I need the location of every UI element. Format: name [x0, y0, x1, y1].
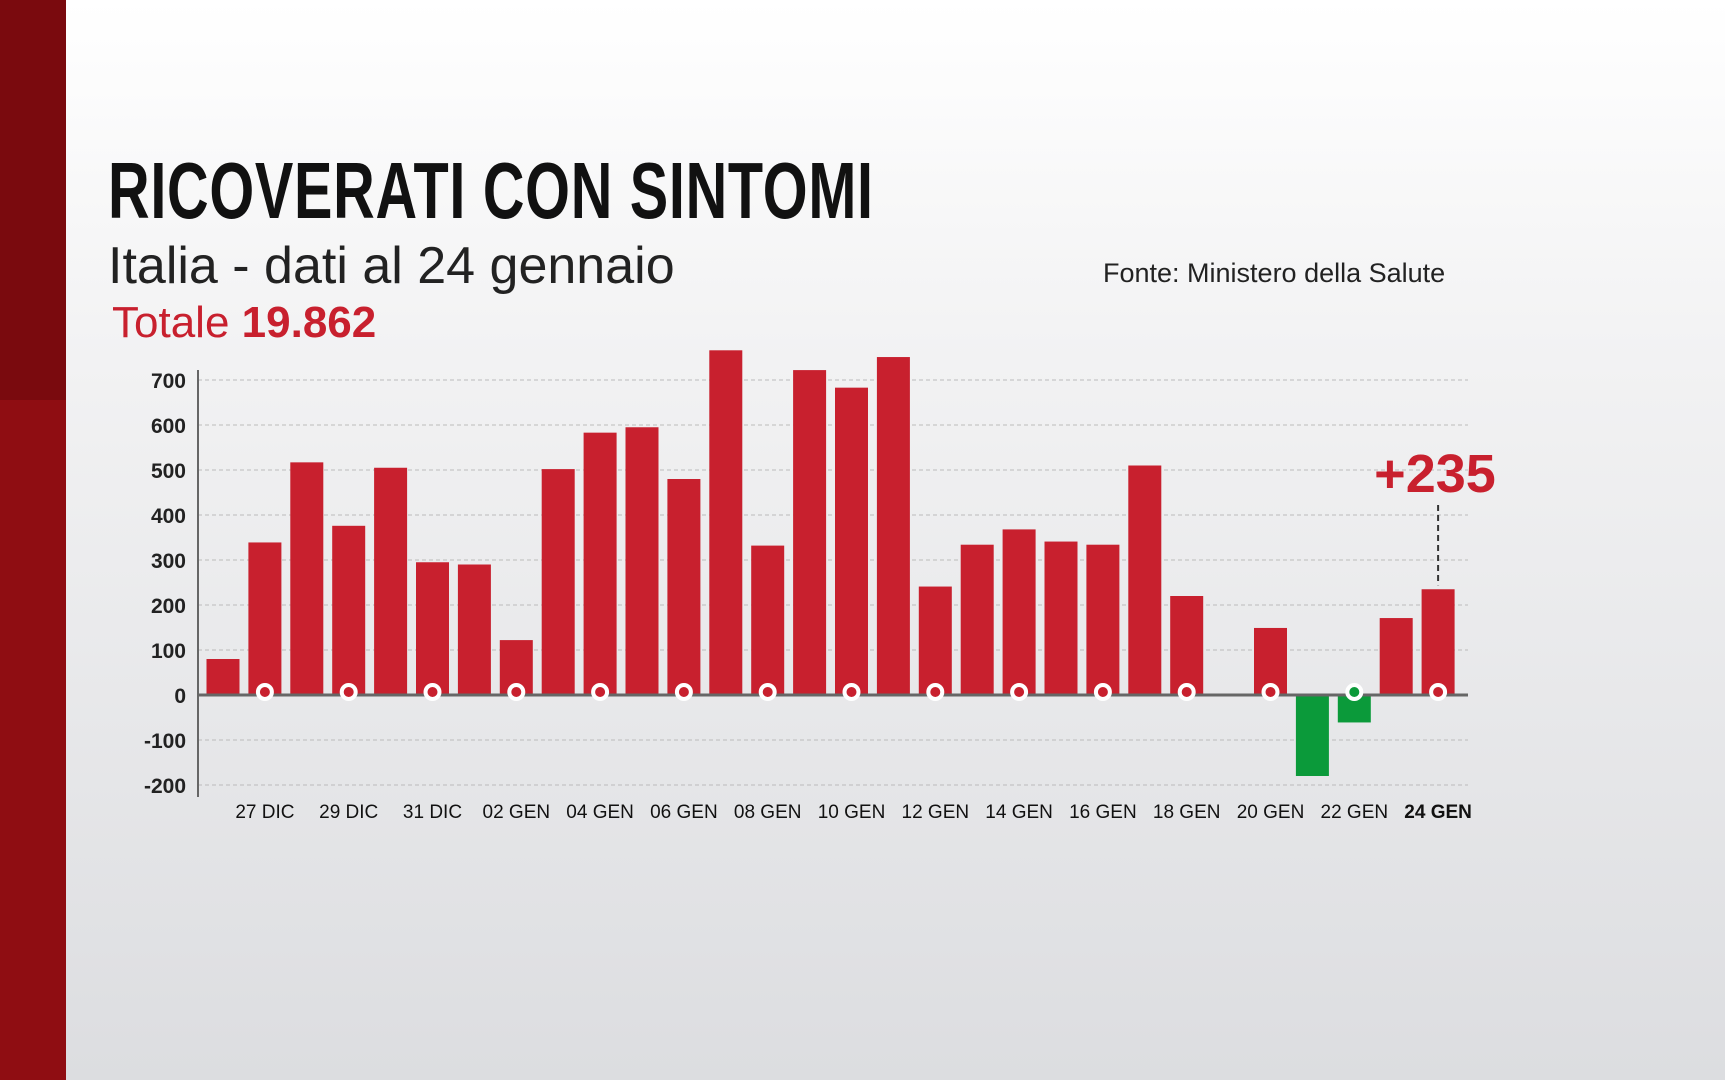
x-tick-label: 08 GEN — [734, 802, 802, 823]
tick-marker — [1429, 683, 1448, 701]
y-tick-label: 400 — [151, 505, 186, 528]
source: Fonte: Ministero della Salute — [1103, 258, 1446, 288]
bar — [793, 370, 827, 695]
y-tick-label: 300 — [151, 550, 186, 573]
x-tick-label: 16 GEN — [1069, 802, 1137, 823]
bar — [1379, 618, 1413, 695]
tick-marker — [591, 683, 610, 701]
bar — [541, 469, 575, 695]
x-tick-label: 18 GEN — [1153, 802, 1221, 823]
y-tick-label: 0 — [174, 685, 186, 708]
x-tick-label: 12 GEN — [902, 802, 970, 823]
bar — [332, 525, 366, 695]
bar — [1128, 465, 1162, 695]
bar — [374, 467, 408, 695]
tick-marker — [423, 683, 442, 701]
y-tick-label: 600 — [151, 415, 186, 438]
x-tick-label: 04 GEN — [566, 802, 634, 823]
annotation-label: +235 — [1374, 444, 1496, 504]
x-tick-label: 31 DIC — [403, 802, 462, 823]
bar — [248, 542, 282, 695]
x-tick-label: 02 GEN — [483, 802, 551, 823]
tick-marker — [1010, 683, 1029, 701]
total-label: Totale — [112, 298, 230, 347]
bar — [1086, 544, 1120, 695]
bar — [918, 586, 952, 695]
bar — [583, 432, 617, 695]
tick-marker — [758, 683, 777, 701]
y-tick-label: 200 — [151, 595, 186, 618]
bar — [290, 462, 324, 695]
y-tick-label: -200 — [144, 775, 186, 798]
y-tick-label: -100 — [144, 730, 186, 753]
tick-marker — [255, 683, 274, 701]
bar — [1170, 596, 1204, 695]
y-tick-label: 100 — [151, 640, 186, 663]
x-tick-label: 22 GEN — [1321, 802, 1389, 823]
total-value: 19.862 — [241, 298, 377, 347]
bar — [1002, 529, 1036, 695]
tick-marker — [1177, 683, 1196, 701]
bar — [751, 545, 785, 695]
x-tick-label: 06 GEN — [650, 802, 718, 823]
bar — [206, 659, 240, 695]
tick-marker — [507, 683, 526, 701]
x-tick-label: 29 DIC — [319, 802, 378, 823]
total: Totale 19.862 — [112, 298, 376, 348]
x-tick-label: 20 GEN — [1237, 802, 1305, 823]
x-tick-label: 10 GEN — [818, 802, 886, 823]
x-tick-label: 27 DIC — [235, 802, 294, 823]
bar — [667, 479, 701, 695]
tick-marker — [926, 683, 945, 701]
bar — [416, 562, 449, 695]
tick-marker — [339, 683, 358, 701]
bar — [1295, 695, 1329, 776]
tick-marker — [674, 683, 693, 701]
bar — [709, 350, 743, 695]
bar — [876, 357, 910, 695]
bar — [625, 427, 659, 695]
bar — [457, 564, 491, 695]
x-tick-label: 24 GEN — [1404, 802, 1472, 823]
bar — [960, 544, 994, 695]
bar — [1421, 589, 1455, 695]
tick-marker — [1093, 683, 1112, 701]
chart-subtitle: Italia - dati al 24 gennaio — [108, 237, 675, 295]
x-tick-label: 14 GEN — [985, 802, 1053, 823]
bar — [835, 387, 868, 695]
y-tick-label: 500 — [151, 460, 186, 483]
tick-marker — [842, 683, 861, 701]
side-band — [0, 0, 66, 1080]
bar — [1044, 541, 1078, 695]
tick-marker — [1261, 683, 1280, 701]
tick-marker — [1345, 683, 1364, 701]
y-tick-label: 700 — [151, 370, 186, 393]
chart-title: RICOVERATI CON SINTOMI — [108, 146, 874, 235]
